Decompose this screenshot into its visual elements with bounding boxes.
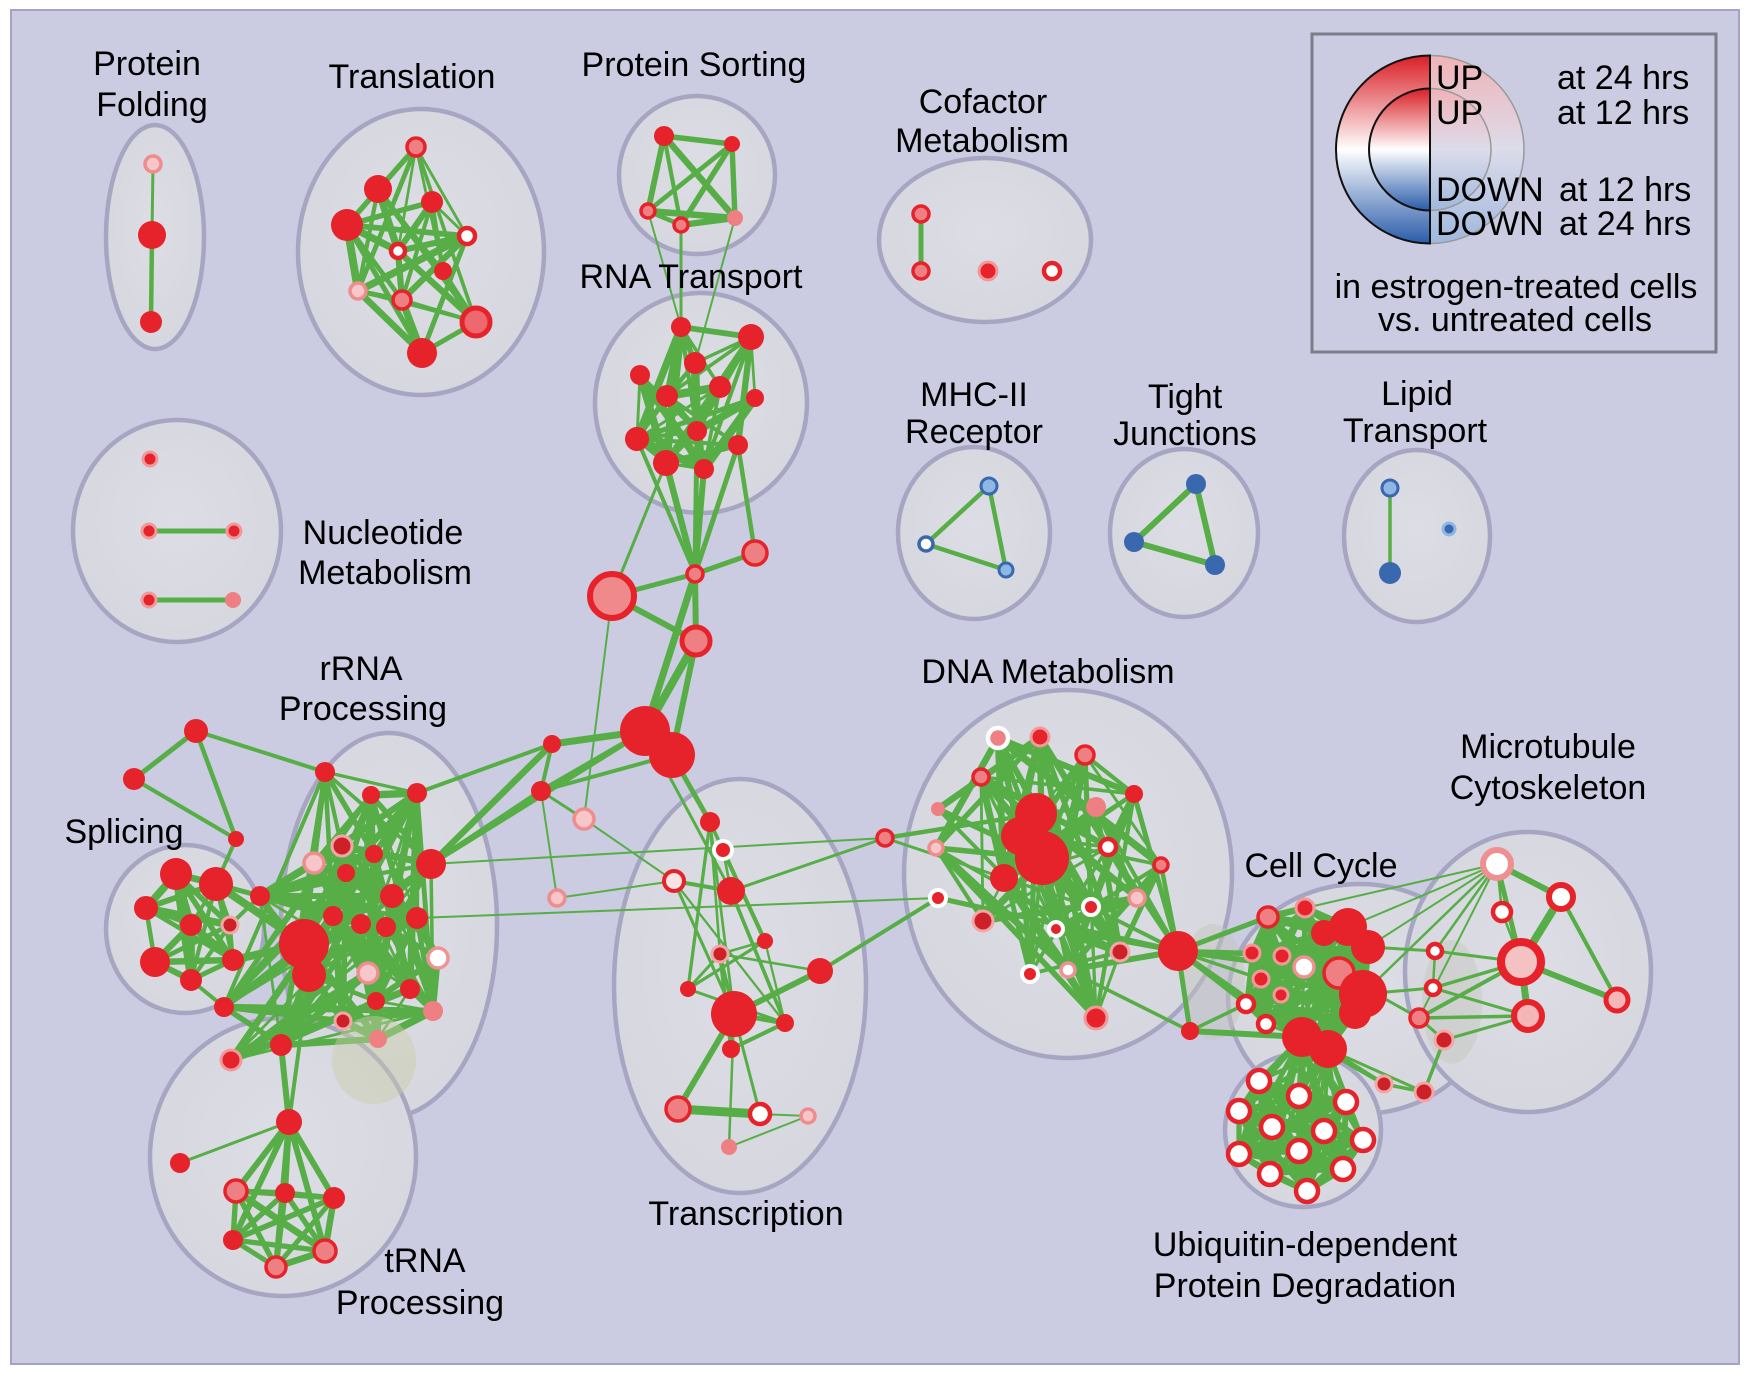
svg-text:vs. untreated cells: vs. untreated cells xyxy=(1378,301,1652,339)
svg-text:in estrogen-treated cells: in estrogen-treated cells xyxy=(1335,268,1698,306)
svg-text:Lipid: Lipid xyxy=(1381,375,1453,413)
svg-text:Nucleotide: Nucleotide xyxy=(303,514,464,552)
svg-text:Microtubule: Microtubule xyxy=(1460,728,1636,766)
svg-text:Junctions: Junctions xyxy=(1113,415,1257,453)
svg-text:UP: UP xyxy=(1436,94,1483,132)
svg-text:DOWN: DOWN xyxy=(1436,171,1544,209)
svg-text:DOWN: DOWN xyxy=(1436,205,1544,243)
svg-text:Folding: Folding xyxy=(96,86,208,124)
svg-text:Translation: Translation xyxy=(329,58,496,96)
svg-text:Metabolism: Metabolism xyxy=(298,554,472,592)
svg-text:Transcription: Transcription xyxy=(648,1195,843,1233)
svg-text:rRNA: rRNA xyxy=(319,650,402,688)
svg-text:Protein Sorting: Protein Sorting xyxy=(582,46,807,84)
svg-text:Protein Degradation: Protein Degradation xyxy=(1154,1267,1456,1305)
svg-text:Processing: Processing xyxy=(279,690,447,728)
svg-text:Ubiquitin-dependent: Ubiquitin-dependent xyxy=(1153,1226,1458,1264)
svg-text:Splicing: Splicing xyxy=(64,813,183,851)
svg-text:Processing: Processing xyxy=(336,1284,504,1322)
svg-text:Cofactor: Cofactor xyxy=(919,83,1048,121)
svg-text:Cell Cycle: Cell Cycle xyxy=(1244,847,1397,885)
svg-text:Cytoskeleton: Cytoskeleton xyxy=(1450,769,1647,807)
svg-text:Receptor: Receptor xyxy=(905,413,1043,451)
svg-text:tRNA: tRNA xyxy=(384,1242,466,1280)
svg-text:at 12 hrs: at 12 hrs xyxy=(1559,171,1691,209)
svg-text:at 12 hrs: at 12 hrs xyxy=(1557,94,1689,132)
svg-text:RNA Transport: RNA Transport xyxy=(580,258,804,296)
svg-text:Protein: Protein xyxy=(93,45,201,83)
svg-text:at 24 hrs: at 24 hrs xyxy=(1559,205,1691,243)
svg-text:DNA Metabolism: DNA Metabolism xyxy=(921,653,1174,691)
svg-text:Metabolism: Metabolism xyxy=(895,122,1069,160)
svg-text:MHC-II: MHC-II xyxy=(920,376,1028,414)
svg-text:Tight: Tight xyxy=(1148,378,1223,416)
svg-text:Transport: Transport xyxy=(1343,412,1488,450)
svg-text:at 24 hrs: at 24 hrs xyxy=(1557,59,1689,97)
svg-text:UP: UP xyxy=(1436,59,1483,97)
